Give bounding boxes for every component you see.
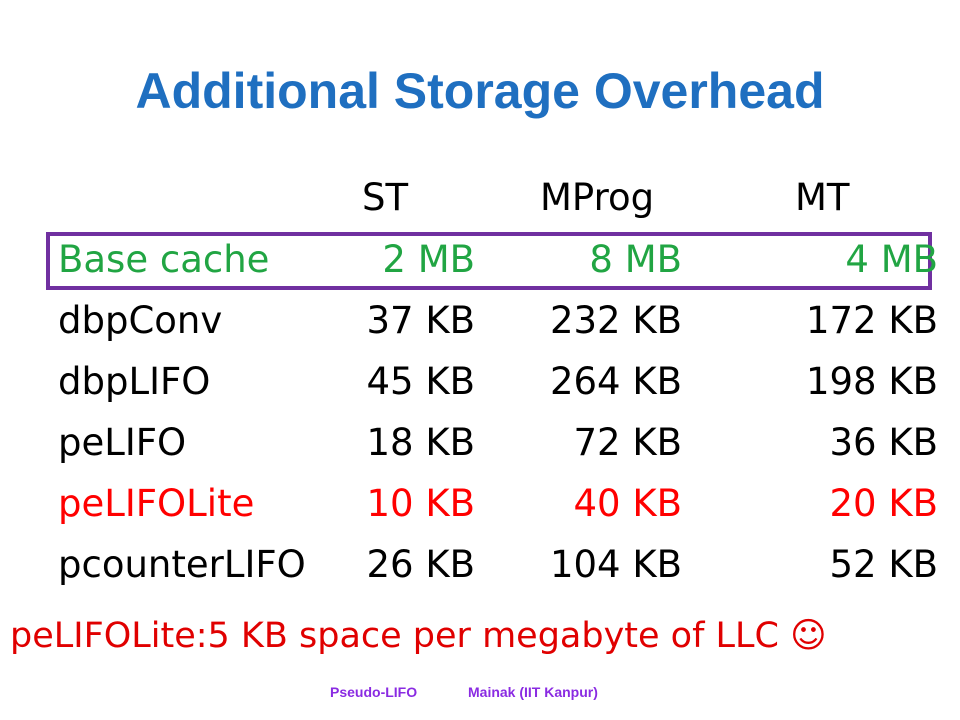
- row-label: peLIFOLite: [58, 482, 255, 525]
- cell: 104 KB: [549, 543, 682, 586]
- cell: 45 KB: [366, 360, 476, 403]
- cell: 52 KB: [829, 543, 939, 586]
- highlight-box: [46, 232, 932, 290]
- cell: 232 KB: [549, 299, 682, 342]
- cell: 20 KB: [829, 482, 939, 525]
- cell: 10 KB: [366, 482, 476, 525]
- cell: 264 KB: [549, 360, 682, 403]
- footer-left: Pseudo-LIFO: [330, 684, 418, 700]
- cell: 4 MB: [845, 238, 938, 281]
- cell: 37 KB: [366, 299, 476, 342]
- column-header: MProg: [540, 176, 655, 219]
- cell: 2 MB: [382, 238, 475, 281]
- cell: 198 KB: [805, 360, 938, 403]
- row-label: Base cache: [58, 238, 270, 281]
- cell: 172 KB: [805, 299, 938, 342]
- cell: 8 MB: [589, 238, 682, 281]
- cell: 26 KB: [366, 543, 476, 586]
- row-label: dbpConv: [58, 299, 223, 342]
- column-header: MT: [795, 176, 850, 219]
- row-label: dbpLIFO: [58, 360, 211, 403]
- row-label: pcounterLIFO: [58, 543, 306, 586]
- cell: 40 KB: [573, 482, 683, 525]
- footer-right: Mainak (IIT Kanpur): [468, 684, 598, 700]
- cell: 72 KB: [573, 421, 683, 464]
- column-header: ST: [362, 176, 409, 219]
- cell: 36 KB: [829, 421, 939, 464]
- cell: 18 KB: [366, 421, 476, 464]
- note: peLIFOLite:5 KB space per megabyte of LL…: [10, 616, 827, 656]
- slide-title: Additional Storage Overhead: [135, 63, 825, 119]
- row-label: peLIFO: [58, 421, 187, 464]
